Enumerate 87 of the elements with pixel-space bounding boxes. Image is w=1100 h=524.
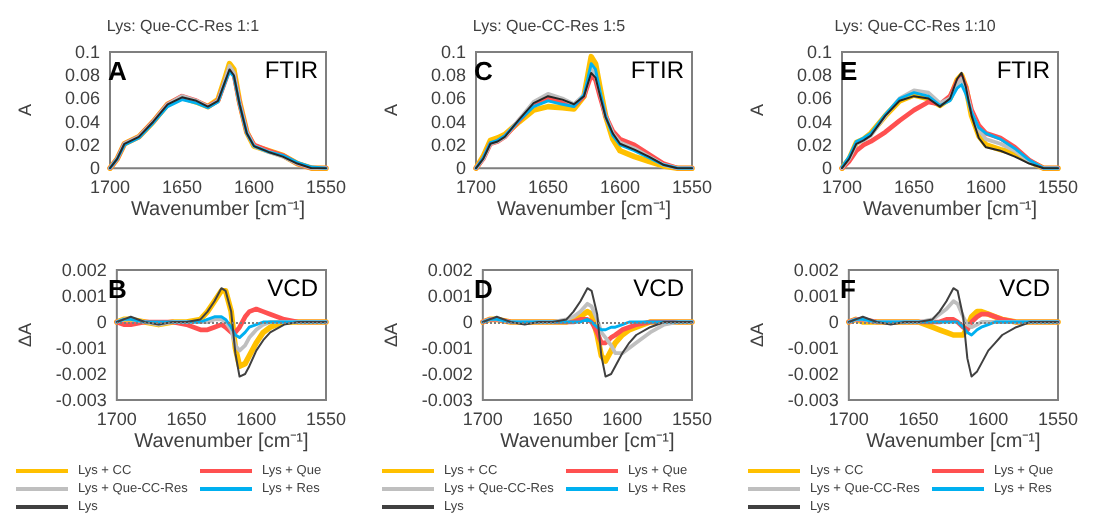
y-axis-title: ΔA — [15, 322, 35, 348]
y-tick-label: 0.001 — [61, 286, 107, 306]
y-tick-label: 0.08 — [796, 65, 832, 86]
y-tick-label: 0.02 — [796, 134, 832, 155]
x-axis-title: Wavenumber [cm⁻¹] — [134, 431, 309, 453]
x-tick-label: 1650 — [532, 409, 573, 429]
y-tick-label: -0.002 — [55, 364, 107, 384]
x-tick-label: 1700 — [821, 177, 863, 198]
x-axis-title: Wavenumber [cm⁻¹] — [866, 431, 1041, 453]
x-tick-label: 1550 — [305, 409, 347, 429]
chart-title: Lys: Que-CC-Res 1:1 — [106, 17, 261, 35]
annotation: VCD — [633, 274, 685, 302]
x-tick-label: 1550 — [671, 177, 713, 198]
chart-title: Lys: Que-CC-Res 1:5 — [472, 17, 627, 35]
annotation: C — [474, 56, 494, 86]
y-tick-label: 0.06 — [796, 88, 832, 109]
annotation: FTIR — [264, 56, 319, 84]
y-tick-label: -0.001 — [787, 338, 839, 358]
annotation: D — [474, 274, 493, 304]
x-tick-label: 1600 — [968, 409, 1009, 429]
y-tick-label: 0.08 — [430, 65, 466, 86]
x-tick-label: 1650 — [527, 177, 569, 198]
x-tick-label: 1700 — [96, 409, 137, 429]
y-tick-label: -0.002 — [787, 364, 839, 384]
y-tick-label: -0.002 — [421, 364, 473, 384]
y-tick-label: 0.08 — [64, 65, 100, 86]
annotation: F — [840, 274, 856, 304]
y-tick-label: 0 — [821, 158, 832, 179]
x-tick-label: 1650 — [166, 409, 207, 429]
x-axis-title: Wavenumber [cm⁻¹] — [862, 199, 1038, 222]
y-tick-label: 0 — [96, 312, 107, 332]
y-axis-title: ΔA — [747, 322, 767, 348]
x-tick-label: 1550 — [671, 409, 713, 429]
y-tick-label: 0.04 — [796, 111, 832, 132]
x-axis-title: Wavenumber [cm⁻¹] — [496, 199, 672, 222]
x-tick-label: 1650 — [893, 177, 935, 198]
x-tick-label: 1550 — [1037, 177, 1079, 198]
chart-title: Lys: Que-CC-Res 1:10 — [834, 17, 997, 35]
y-tick-label: 0.1 — [440, 42, 466, 62]
x-tick-label: 1700 — [455, 177, 497, 198]
y-axis-title: A — [381, 104, 401, 117]
y-tick-label: 0.002 — [427, 260, 473, 280]
x-tick-label: 1700 — [89, 177, 131, 198]
annotation: VCD — [267, 274, 319, 302]
y-tick-label: 0 — [828, 312, 839, 332]
x-tick-label: 1650 — [161, 177, 203, 198]
y-tick-label: 0.06 — [64, 88, 100, 109]
y-axis-title: A — [747, 104, 767, 117]
x-axis-title: Wavenumber [cm⁻¹] — [500, 431, 675, 453]
x-tick-label: 1650 — [898, 409, 939, 429]
y-tick-label: 0.001 — [793, 286, 839, 306]
y-tick-label: 0.02 — [430, 134, 466, 155]
y-tick-label: -0.001 — [421, 338, 473, 358]
y-tick-label: 0 — [89, 158, 100, 179]
x-tick-label: 1700 — [828, 409, 869, 429]
y-tick-label: 0.06 — [430, 88, 466, 109]
y-tick-label: -0.003 — [787, 390, 839, 410]
x-tick-label: 1600 — [236, 409, 277, 429]
y-tick-label: -0.001 — [55, 338, 107, 358]
y-tick-label: 0.04 — [64, 111, 100, 132]
annotation: A — [108, 56, 128, 86]
y-tick-label: 0.001 — [427, 286, 473, 306]
y-axis-title: A — [15, 104, 35, 117]
x-axis-title: Wavenumber [cm⁻¹] — [130, 199, 306, 222]
y-tick-label: -0.003 — [421, 390, 473, 410]
y-tick-label: -0.003 — [55, 390, 107, 410]
annotation: FTIR — [630, 56, 685, 84]
annotation: B — [108, 274, 127, 304]
y-tick-label: 0.02 — [64, 134, 100, 155]
x-tick-label: 1600 — [602, 409, 643, 429]
y-tick-label: 0 — [462, 312, 473, 332]
annotation: FTIR — [996, 56, 1051, 84]
y-tick-label: 0.002 — [61, 260, 107, 280]
y-tick-label: 0.04 — [430, 111, 466, 132]
x-tick-label: 1600 — [599, 177, 641, 198]
x-tick-label: 1600 — [965, 177, 1007, 198]
y-axis-title: ΔA — [381, 322, 401, 348]
x-tick-label: 1550 — [1037, 409, 1079, 429]
x-tick-label: 1550 — [305, 177, 347, 198]
y-tick-label: 0.002 — [793, 260, 839, 280]
y-tick-label: 0.1 — [806, 42, 832, 62]
annotation: E — [840, 56, 858, 86]
x-tick-label: 1600 — [233, 177, 275, 198]
y-tick-label: 0.1 — [74, 42, 100, 62]
y-tick-label: 0 — [455, 158, 466, 179]
annotation: VCD — [999, 274, 1051, 302]
x-tick-label: 1700 — [462, 409, 503, 429]
